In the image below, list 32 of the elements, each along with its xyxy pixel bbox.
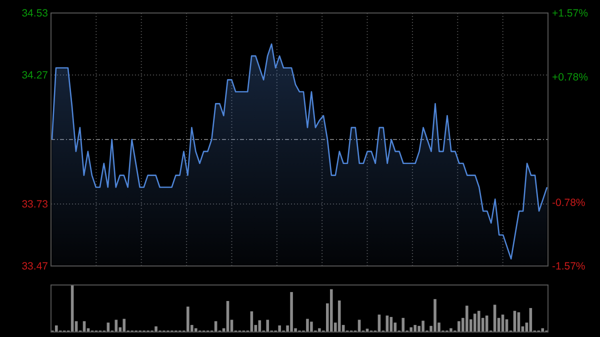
bar [306, 318, 309, 332]
bar [278, 325, 281, 332]
bar [414, 324, 416, 332]
bar [458, 321, 460, 332]
bar [290, 292, 293, 332]
bar [330, 289, 333, 332]
y-tick-label: 34.53 [22, 8, 48, 20]
bar [541, 328, 544, 332]
bar [122, 318, 126, 332]
bar [186, 306, 190, 332]
y-tick-label: 33.73 [22, 198, 48, 211]
bar [466, 306, 468, 332]
bar [473, 314, 476, 332]
y2-tick-label: -0.78% [552, 197, 586, 210]
bar [258, 320, 262, 332]
bar [450, 328, 452, 332]
bar [310, 322, 313, 332]
bar [194, 328, 198, 332]
bar [434, 299, 436, 332]
bar [154, 326, 158, 332]
y-tick-label: 34.27 [22, 70, 48, 82]
y2-tick-label: -1.57% [552, 260, 586, 273]
y2-tick-label: +1.57% [552, 8, 588, 20]
bar [402, 318, 405, 332]
y2-tick-label: +0.78% [552, 71, 588, 84]
y-tick-label: 33.47 [22, 260, 48, 273]
bar [54, 325, 58, 332]
bar [410, 327, 412, 332]
bar [422, 320, 424, 332]
bar [318, 328, 321, 332]
bar [338, 300, 341, 332]
bar [266, 320, 270, 332]
